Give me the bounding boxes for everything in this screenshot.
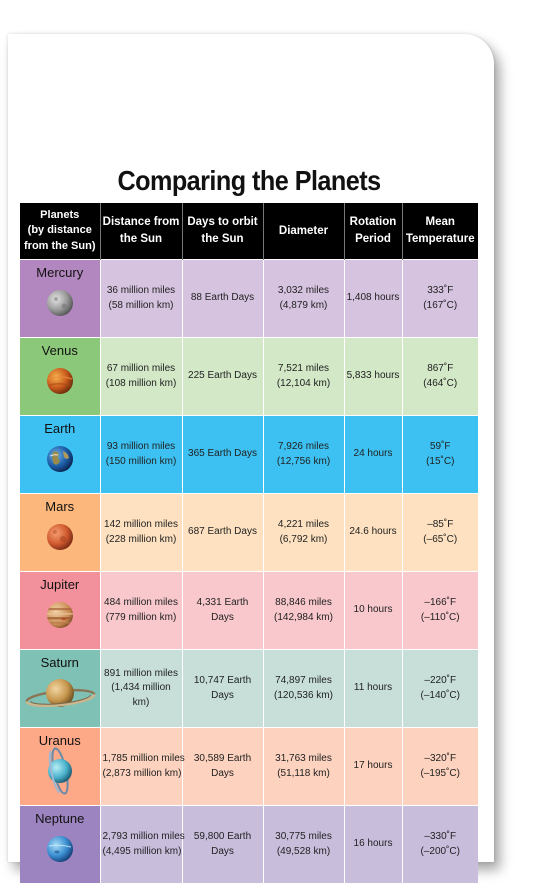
table-row: Mars 142 million miles (228 million km) … [20,493,478,572]
temperature-cell: 867˚F (464˚C) [401,337,478,416]
orbit-cell: 225 Earth Days [181,337,263,416]
table-row: Jupiter [20,571,478,650]
distance-cell: 36 million miles (58 million km) [99,259,182,338]
rotation-cell: 11 hours [343,649,402,728]
planet-cell: Earth [20,415,100,494]
planet-comparison-table: Planets (by distance from the Sun) Dista… [20,203,478,883]
planet-name: Mars [45,499,75,514]
header-planets: Planets (by distance from the Sun) [20,203,101,260]
planet-cell: Uranus [20,727,100,806]
distance-cell: 67 million miles (108 million km) [99,337,182,416]
diameter-cell: 88,846 miles (142,984 km) [262,571,344,650]
rotation-cell: 1,408 hours [343,259,402,338]
planet-name: Jupiter [40,577,80,592]
earth-icon [46,446,73,472]
temperature-cell: 59˚F (15˚C) [401,415,478,494]
temperature-cell: –330˚F (–200˚C) [401,805,478,883]
table-row: Neptune 2,793 million miles (4,495 milli… [20,805,478,883]
planet-cell: Mercury [20,259,100,338]
planet-name: Saturn [40,655,79,670]
header-rotation: Rotation Period [344,203,403,260]
distance-cell: 142 million miles (228 million km) [99,493,182,572]
header-distance: Distance from the Sun [100,203,183,260]
jupiter-icon [46,602,73,628]
distance-cell: 891 million miles (1,434 million km) [99,649,182,728]
planet-name: Earth [44,421,76,436]
planet-cell: Jupiter [20,571,100,650]
distance-cell: 2,793 million miles (4,495 million km) [99,805,185,883]
planet-name: Mercury [36,265,84,280]
header-orbit: Days to orbit the Sun [182,203,264,260]
diameter-cell: 74,897 miles (120,536 km) [262,649,344,728]
diameter-cell: 31,763 miles (51,118 km) [262,727,344,806]
temperature-cell: –85˚F (–65˚C) [401,493,478,572]
distance-cell: 1,785 million miles (2,873 million km) [99,727,185,806]
orbit-cell: 59,800 Earth Days [181,805,263,883]
distance-cell: 484 million miles (779 million km) [99,571,182,650]
venus-icon [46,368,73,394]
orbit-cell: 365 Earth Days [181,415,263,494]
mars-icon [46,524,73,550]
orbit-cell: 4,331 Earth Days [181,571,263,650]
rotation-cell: 5,833 hours [343,337,402,416]
page-title: Comparing the Planets [117,165,381,196]
orbit-cell: 30,589 Earth Days [181,727,263,806]
diameter-cell: 7,926 miles (12,756 km) [262,415,344,494]
table-row: Mercury 36 million miles (58 million km)… [20,259,478,338]
neptune-icon [46,836,73,862]
table-row: Venus 67 million miles (108 million km) … [20,337,478,416]
planet-name: Uranus [38,733,81,748]
rotation-cell: 24.6 hours [343,493,402,572]
rotation-cell: 10 hours [343,571,402,650]
planet-cell: Saturn [20,649,100,728]
table-header-row: Planets (by distance from the Sun) Dista… [20,203,478,260]
table-row: Saturn 891 million miles (1,434 million … [20,649,478,728]
mercury-icon [46,290,73,316]
temperature-cell: 333˚F (167˚C) [401,259,478,338]
uranus-icon [47,747,72,795]
rotation-cell: 16 hours [343,805,402,883]
temperature-cell: –166˚F (–110˚C) [401,571,478,650]
orbit-cell: 88 Earth Days [181,259,263,338]
planet-name: Venus [41,343,78,358]
header-temperature: Mean Temperature [402,203,478,260]
diameter-cell: 3,032 miles (4,879 km) [262,259,344,338]
table-row: Uranus 1,785 million miles (2,873 millio… [20,727,478,806]
table-row: Earth 93 million miles (150 million km) … [20,415,478,494]
planet-name: Neptune [35,811,85,826]
rotation-cell: 24 hours [343,415,402,494]
rotation-cell: 17 hours [343,727,402,806]
planet-cell: Venus [20,337,100,416]
header-diameter: Diameter [263,203,345,260]
planet-cell: Neptune [20,805,100,883]
planet-cell: Mars [20,493,100,572]
distance-cell: 93 million miles (150 million km) [99,415,182,494]
diameter-cell: 7,521 miles (12,104 km) [262,337,344,416]
saturn-icon [25,679,96,708]
temperature-cell: –220˚F (–140˚C) [401,649,478,728]
temperature-cell: –320˚F (–195˚C) [401,727,478,806]
diameter-cell: 30,775 miles (49,528 km) [262,805,344,883]
orbit-cell: 10,747 Earth Days [181,649,263,728]
diameter-cell: 4,221 miles (6,792 km) [262,493,344,572]
orbit-cell: 687 Earth Days [181,493,263,572]
